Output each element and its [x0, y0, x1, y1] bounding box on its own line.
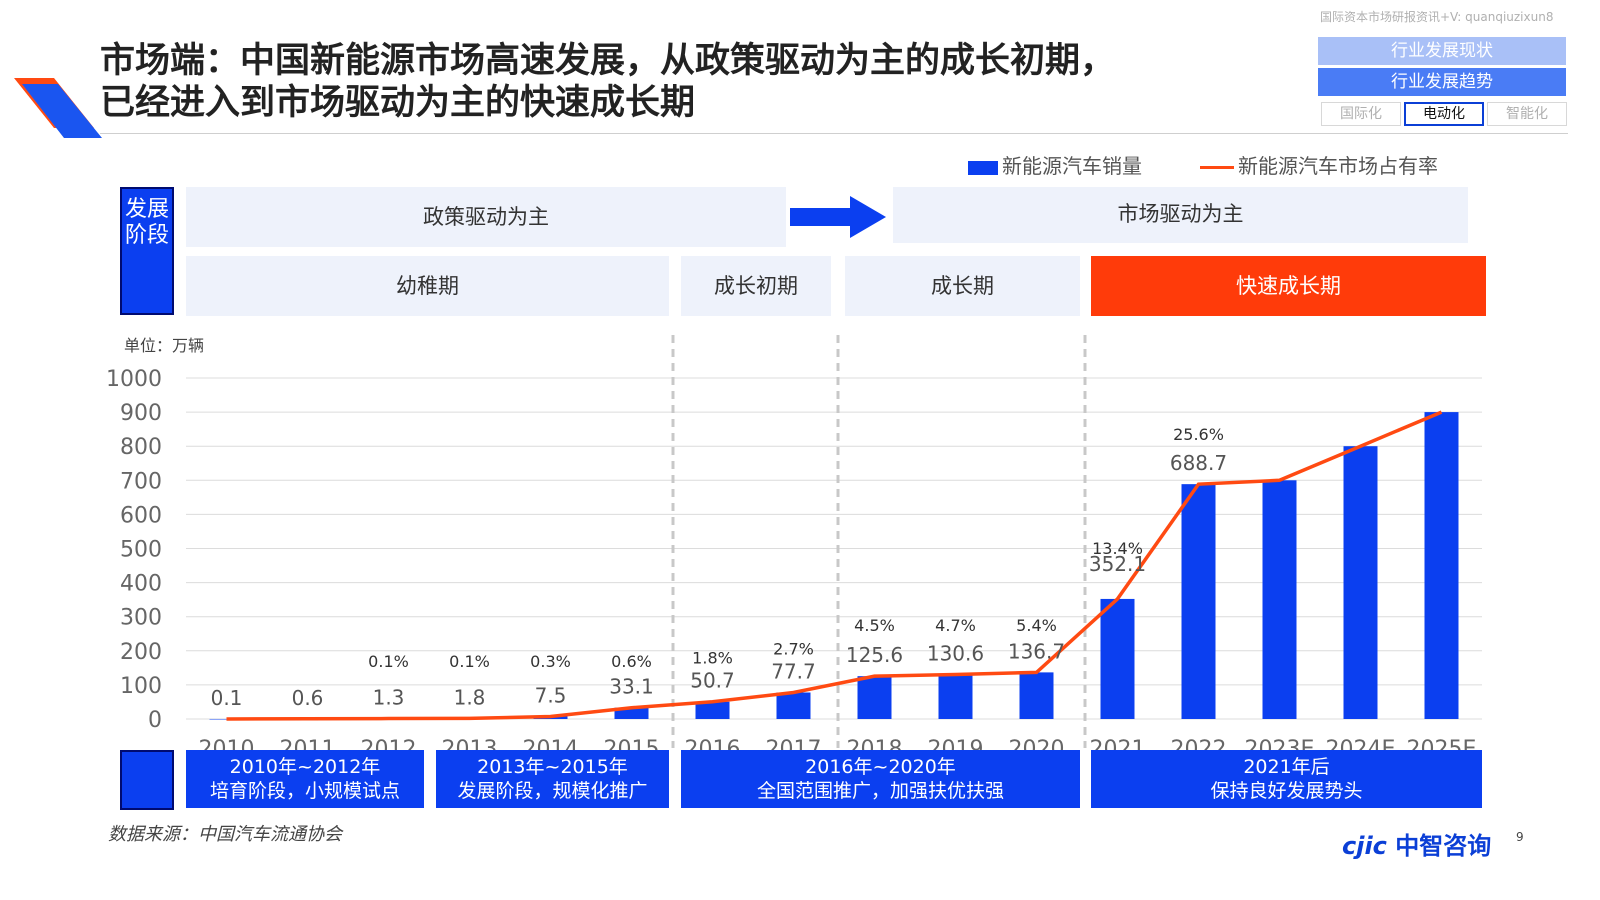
period-desc: 全国范围推广，加强扶优扶强 — [756, 780, 1004, 802]
bar — [938, 674, 973, 719]
phase-infancy: 幼稚期 — [186, 256, 669, 316]
title-divider — [100, 133, 1568, 134]
period-desc: 发展阶段，规模化推广 — [457, 780, 648, 802]
share-label: 0.3% — [530, 652, 571, 671]
y-tick-label: 100 — [120, 674, 162, 699]
period-desc: 保持良好发展势头 — [1210, 780, 1363, 802]
legend-share-label: 新能源汽车市场占有率 — [1238, 154, 1438, 178]
bar — [1181, 484, 1216, 719]
page-title: 市场端：中国新能源市场高速发展，从政策驱动为主的成长初期， 已经进入到市场驱动为… — [100, 40, 1115, 124]
y-tick-label: 600 — [120, 503, 162, 528]
tab-intelligence[interactable]: 智能化 — [1487, 102, 1567, 126]
stage-label: 发展阶段 — [120, 187, 174, 315]
bar — [857, 676, 892, 719]
period-box-2021-onward: 2021年后 保持良好发展势头 — [1091, 750, 1482, 808]
value-label: 1.8 — [454, 685, 486, 709]
share-label: 25.6% — [1173, 425, 1224, 444]
period-title: 2010年~2012年 — [229, 756, 381, 778]
share-label: 0.6% — [611, 652, 652, 671]
value-label: 77.7 — [771, 660, 816, 684]
footer-logo-text: 中智咨询 — [1395, 832, 1492, 860]
page-title-line-2: 已经进入到市场驱动为主的快速成长期 — [100, 83, 696, 123]
share-label: 1.8% — [692, 649, 733, 668]
value-label: 1.3 — [373, 686, 405, 710]
period-box-2016-2020: 2016年~2020年 全国范围推广，加强扶优扶强 — [681, 750, 1080, 808]
unit-label: 单位：万辆 — [124, 336, 205, 355]
share-label: 5.4% — [1016, 616, 1057, 635]
period-box-2010-2012: 2010年~2012年 培育阶段，小规模试点 — [186, 750, 424, 808]
period-title: 2021年后 — [1243, 756, 1330, 778]
phase-early-growth: 成长初期 — [681, 256, 831, 316]
bar — [1343, 446, 1378, 719]
page-title-line-1: 市场端：中国新能源市场高速发展，从政策驱动为主的成长初期， — [100, 41, 1116, 81]
phase-growth: 成长期 — [845, 256, 1080, 316]
y-tick-label: 900 — [120, 401, 162, 426]
y-tick-label: 800 — [120, 435, 162, 460]
brand-logo-icon — [14, 78, 102, 138]
legend-share: 新能源汽车市场占有率 — [1200, 150, 1438, 179]
period-desc: 培育阶段，小规模试点 — [209, 780, 400, 802]
y-tick-label: 300 — [120, 606, 162, 631]
share-label: 2.7% — [773, 640, 814, 659]
phase-rapid-growth: 快速成长期 — [1091, 256, 1486, 316]
page-number: 9 — [1516, 830, 1524, 844]
period-title: 2013年~2015年 — [477, 756, 628, 778]
period-title: 2016年~2020年 — [805, 756, 956, 778]
value-label: 130.6 — [927, 641, 984, 665]
bar — [776, 692, 811, 719]
value-label: 688.7 — [1170, 451, 1227, 475]
share-label: 4.7% — [935, 616, 976, 635]
y-tick-label: 500 — [120, 538, 162, 563]
share-label: 13.4% — [1092, 539, 1143, 558]
bar — [695, 701, 730, 719]
y-tick-label: 0 — [148, 708, 162, 733]
nav-trend[interactable]: 行业发展趋势 — [1318, 68, 1566, 96]
data-source-note: 数据来源：中国汽车流通协会 — [108, 824, 342, 845]
watermark-text: 国际资本市场研报资讯+V: quanqiuzixun8 — [1320, 10, 1554, 24]
driver-market: 市场驱动为主 — [893, 187, 1468, 243]
y-tick-label: 200 — [120, 640, 162, 665]
bottom-marker — [120, 750, 174, 810]
bar — [614, 707, 649, 719]
y-tick-label: 700 — [120, 469, 162, 494]
value-label: 0.6 — [292, 686, 324, 710]
value-label: 33.1 — [609, 675, 654, 699]
share-label: 4.5% — [854, 616, 895, 635]
right-arrow-icon — [790, 196, 886, 238]
tab-electrification[interactable]: 电动化 — [1404, 102, 1484, 126]
nav-current-status[interactable]: 行业发展现状 — [1318, 37, 1566, 65]
bar — [1424, 412, 1459, 719]
value-label: 125.6 — [846, 643, 903, 667]
value-label: 50.7 — [690, 669, 735, 693]
value-label: 352.1 — [1089, 552, 1146, 576]
y-tick-label: 1000 — [106, 367, 162, 392]
legend-sales: 新能源汽车销量 — [968, 150, 1142, 179]
period-box-2013-2015: 2013年~2015年 发展阶段，规模化推广 — [436, 750, 669, 808]
tab-internationalization[interactable]: 国际化 — [1321, 102, 1401, 126]
bar — [1019, 672, 1054, 719]
legend-sales-label: 新能源汽车销量 — [1002, 154, 1142, 178]
footer-company-logo: cjic 中智咨询 — [1342, 832, 1492, 860]
bar — [1100, 598, 1135, 719]
bar — [209, 718, 244, 720]
legend-line-swatch — [1200, 166, 1234, 169]
legend-bar-swatch — [968, 160, 998, 175]
value-label: 136.7 — [1008, 639, 1065, 663]
share-label: 0.1% — [368, 652, 409, 671]
y-tick-label: 400 — [120, 572, 162, 597]
share-line — [226, 410, 1443, 721]
bar — [1262, 480, 1297, 719]
value-label: 7.5 — [535, 683, 567, 707]
share-label: 0.1% — [449, 652, 490, 671]
driver-policy: 政策驱动为主 — [186, 187, 786, 247]
value-label: 0.1 — [211, 686, 243, 710]
